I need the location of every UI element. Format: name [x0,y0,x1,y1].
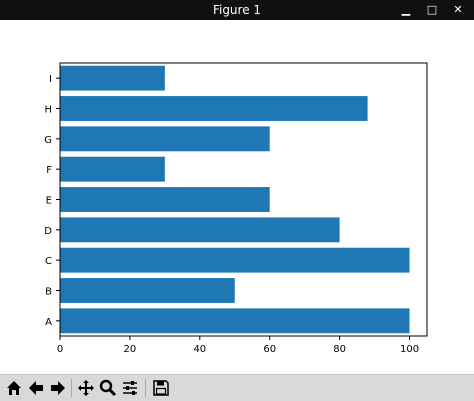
y-tick-label: B [45,287,52,298]
close-button[interactable]: ✕ [453,3,463,16]
toolbar-separator [145,379,146,397]
save-icon [153,380,169,396]
bar-G [60,126,270,152]
pan-icon [78,380,94,396]
y-tick-label: A [45,317,52,328]
forward-button[interactable] [48,378,68,398]
zoom-button[interactable] [98,378,118,398]
bar-A [60,308,410,334]
home-icon [7,381,21,395]
configure-subplots-button[interactable] [120,378,140,398]
bar-H [60,96,368,121]
bar-chart: A B C D E F G H I 0 20 40 60 80 100 [44,62,428,355]
y-tick-label: D [44,226,52,237]
configure-subplots-icon [123,381,137,395]
bar-C [60,247,410,273]
x-tick-label: 100 [400,344,419,355]
x-tick-label: 20 [124,344,137,355]
back-icon [29,381,43,395]
minimize-button[interactable]: ▁ [401,3,411,16]
home-button[interactable] [4,378,24,398]
axes-frame [59,62,428,337]
bar-F [60,156,165,182]
navigation-toolbar [0,374,474,401]
y-tick-label: I [49,74,52,85]
maximize-button[interactable]: □ [426,3,438,16]
y-tick-label: E [46,196,52,207]
back-button[interactable] [26,378,46,398]
title-bar: Figure 1 ▁ □ ✕ [0,0,474,20]
bar-E [60,187,270,212]
save-button[interactable] [151,378,171,398]
bar-I [60,65,165,91]
pan-button[interactable] [76,378,96,398]
y-tick-label: C [45,256,52,267]
window-title: Figure 1 [212,3,262,17]
forward-icon [51,381,65,395]
x-tick-label: 40 [193,344,206,355]
y-tick-label: F [46,165,52,176]
bar-D [60,217,340,243]
x-tick-label: 80 [333,344,346,355]
y-tick-label: H [44,105,52,116]
toolbar-separator [71,379,72,397]
zoom-icon [99,379,117,397]
bar-B [60,278,235,303]
x-tick-label: 60 [263,344,276,355]
y-tick-label: G [44,135,52,146]
plot-area: A B C D E F G H I 0 20 40 60 80 100 [0,20,474,374]
x-tick-label: 0 [57,344,63,355]
